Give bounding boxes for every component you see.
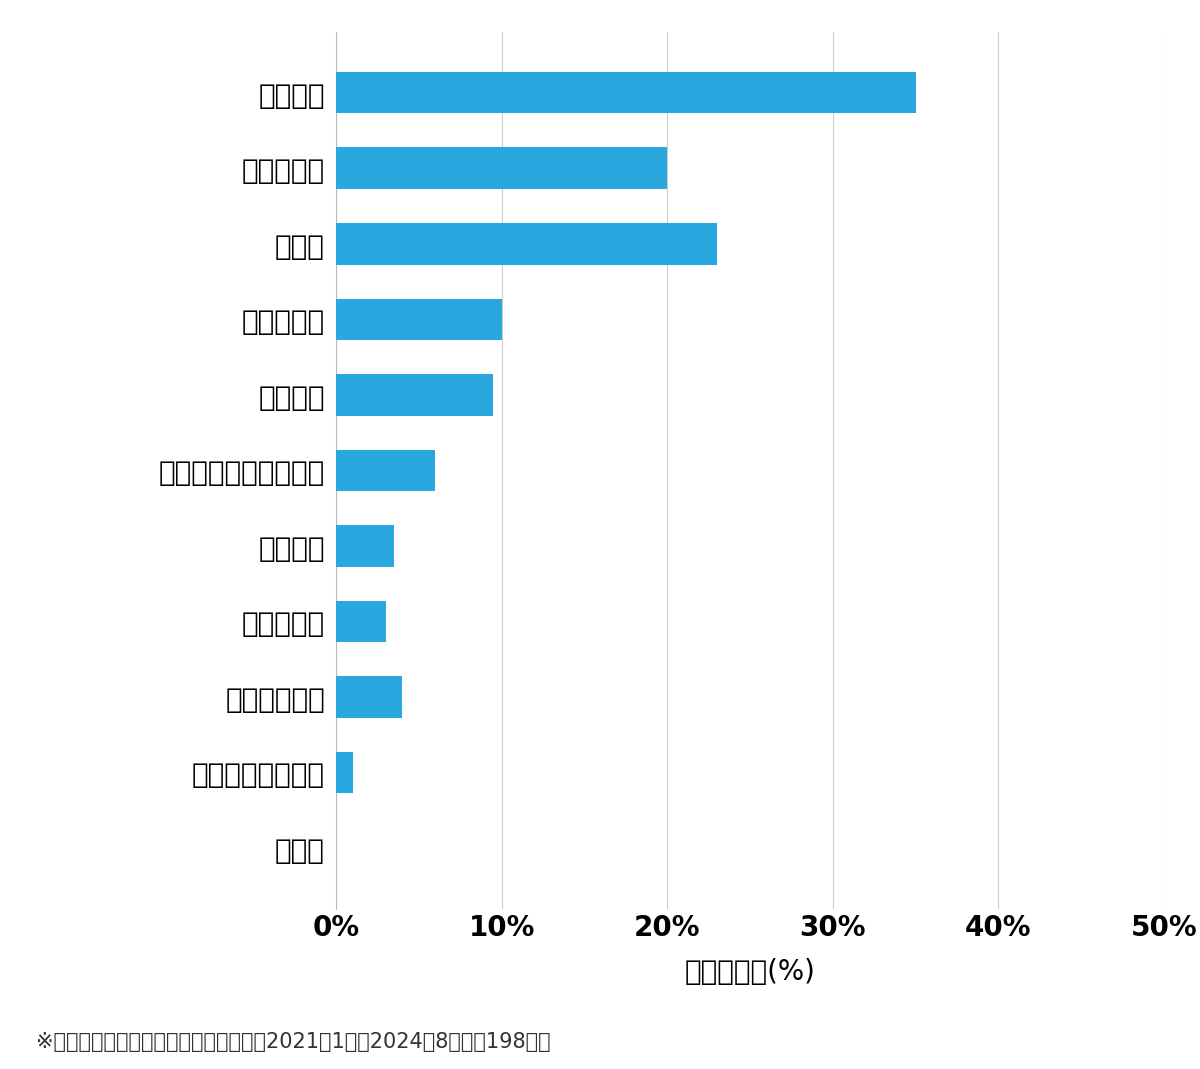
Bar: [336, 752, 353, 793]
Bar: [336, 677, 402, 717]
Bar: [336, 223, 716, 264]
Bar: [336, 601, 385, 642]
Bar: [336, 525, 394, 567]
Bar: [336, 374, 493, 416]
Bar: [336, 72, 916, 113]
Bar: [336, 148, 667, 189]
Bar: [336, 298, 502, 340]
Text: ※弊社受付の案件を対象に集計（期間：2021年1月～2024年8月、訜198件）: ※弊社受付の案件を対象に集計（期間：2021年1月～2024年8月、訜198件）: [36, 1032, 551, 1052]
X-axis label: 件数の割合(%): 件数の割合(%): [684, 958, 816, 987]
Bar: [336, 450, 436, 491]
